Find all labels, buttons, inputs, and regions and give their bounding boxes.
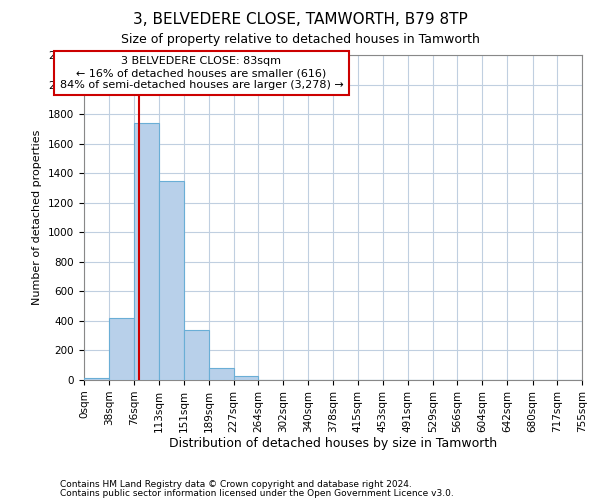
- Bar: [84, 378, 109, 380]
- Bar: [184, 330, 209, 380]
- X-axis label: Distribution of detached houses by size in Tamworth: Distribution of detached houses by size …: [169, 438, 497, 450]
- Text: 3 BELVEDERE CLOSE: 83sqm
← 16% of detached houses are smaller (616)
84% of semi-: 3 BELVEDERE CLOSE: 83sqm ← 16% of detach…: [59, 56, 343, 90]
- Text: Size of property relative to detached houses in Tamworth: Size of property relative to detached ho…: [121, 32, 479, 46]
- Y-axis label: Number of detached properties: Number of detached properties: [32, 130, 43, 305]
- Bar: [134, 123, 158, 380]
- Text: 3, BELVEDERE CLOSE, TAMWORTH, B79 8TP: 3, BELVEDERE CLOSE, TAMWORTH, B79 8TP: [133, 12, 467, 28]
- Bar: [158, 180, 184, 380]
- Bar: [109, 318, 134, 380]
- Text: Contains public sector information licensed under the Open Government Licence v3: Contains public sector information licen…: [60, 488, 454, 498]
- Bar: [209, 368, 234, 380]
- Text: Contains HM Land Registry data © Crown copyright and database right 2024.: Contains HM Land Registry data © Crown c…: [60, 480, 412, 489]
- Bar: [234, 376, 258, 380]
